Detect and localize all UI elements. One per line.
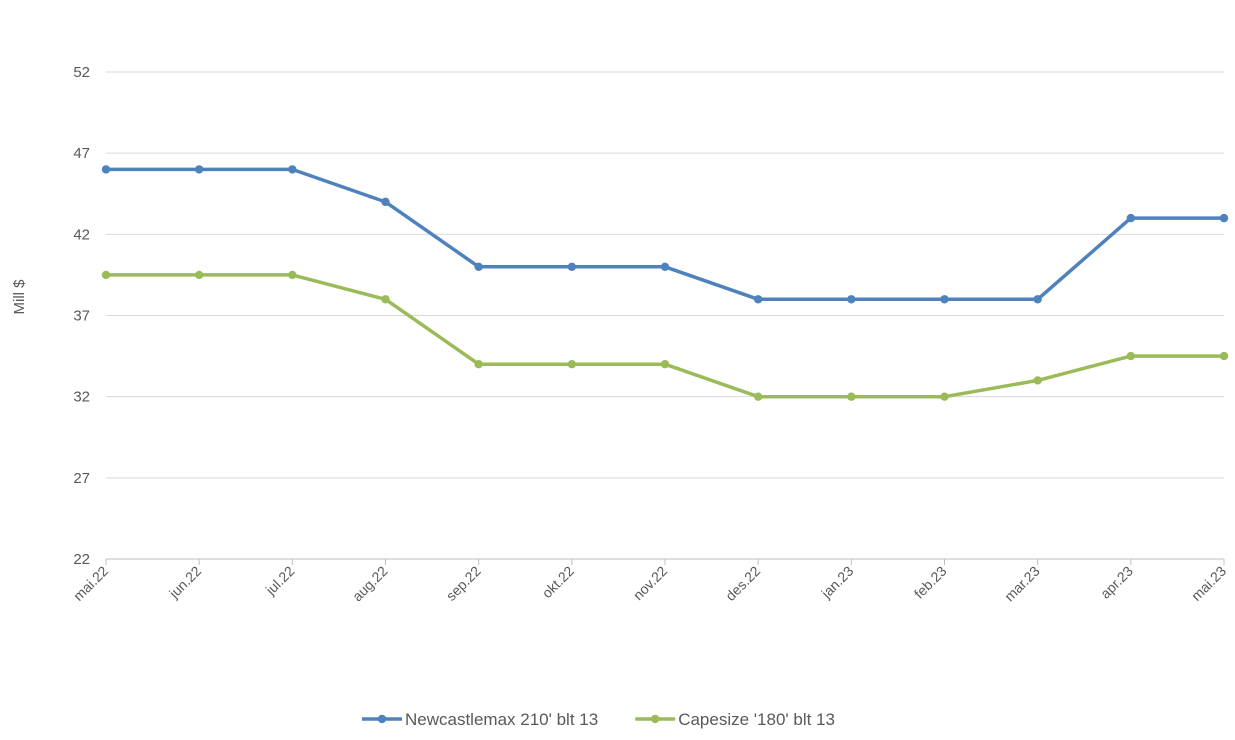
x-tick-label: feb.23 (911, 563, 950, 602)
data-point (753, 392, 763, 401)
data-point (194, 270, 204, 280)
gridlines (106, 71, 1224, 560)
y-tick-label: 27 (73, 470, 90, 487)
legend-item-1: Newcastlemax 210' blt 13 (362, 710, 598, 729)
x-tick-label: sep.22 (443, 563, 484, 604)
y-tick-label: 37 (73, 308, 90, 325)
data-point (101, 165, 111, 174)
x-axis: mai.22 jun.22 jul.22 aug.22 sep.22 okt.22 nov.… (70, 558, 1229, 605)
x-tick-label: apr.23 (1097, 563, 1136, 602)
series-2 (101, 270, 1229, 401)
data-point (660, 360, 670, 369)
data-point (381, 197, 390, 207)
x-tick-label: nov.22 (630, 563, 670, 603)
data-point (1033, 295, 1042, 304)
x-tick-label: jan.23 (817, 563, 856, 602)
legend-swatch-marker (650, 714, 660, 724)
x-tick-label: okt.22 (539, 563, 577, 601)
series-1 (101, 165, 1229, 304)
data-point (381, 295, 390, 304)
legend-label: Capesize '180' blt 13 (678, 710, 835, 729)
y-tick-label: 52 (73, 64, 90, 81)
data-point (1219, 351, 1229, 361)
series-line (104, 273, 1226, 399)
data-point (194, 165, 204, 174)
x-tick-label: mar.23 (1001, 563, 1043, 605)
legend-label: Newcastlemax 210' blt 13 (405, 710, 598, 729)
x-tick-label: aug.22 (349, 563, 391, 605)
series-lines (101, 165, 1229, 401)
x-tick-label: des.22 (722, 563, 763, 604)
data-point (1126, 351, 1136, 361)
y-tick-label: 47 (73, 145, 90, 162)
data-point (288, 165, 297, 174)
x-tick-label: mai.22 (70, 563, 111, 604)
data-point (474, 360, 483, 369)
x-tick-label: jun.22 (165, 563, 204, 602)
legend-item-2: Capesize '180' blt 13 (635, 710, 835, 729)
data-point (288, 270, 297, 280)
data-point (753, 295, 763, 304)
data-point (1126, 213, 1136, 223)
y-tick-label: 32 (73, 389, 90, 406)
legend: Newcastlemax 210' blt 13 Capesize '180' b… (362, 710, 835, 729)
y-axis-title: Mill $ (11, 279, 28, 315)
y-tick-label: 22 (73, 551, 90, 568)
y-tick-label: 42 (73, 226, 90, 243)
data-point (1219, 213, 1229, 223)
data-point (474, 262, 483, 271)
data-point (847, 295, 856, 304)
x-tick-label: jul.22 (262, 563, 298, 599)
data-point (847, 392, 856, 401)
data-point (101, 270, 111, 280)
data-point (940, 295, 949, 304)
data-point (567, 360, 577, 369)
data-point (1033, 376, 1042, 385)
data-point (940, 392, 949, 401)
legend-swatch-marker (377, 714, 387, 724)
y-axis-ticks: 22 27 32 37 42 47 52 (73, 64, 90, 568)
x-tick-label: mai.23 (1188, 563, 1229, 604)
data-point (660, 262, 670, 271)
data-point (567, 262, 577, 271)
